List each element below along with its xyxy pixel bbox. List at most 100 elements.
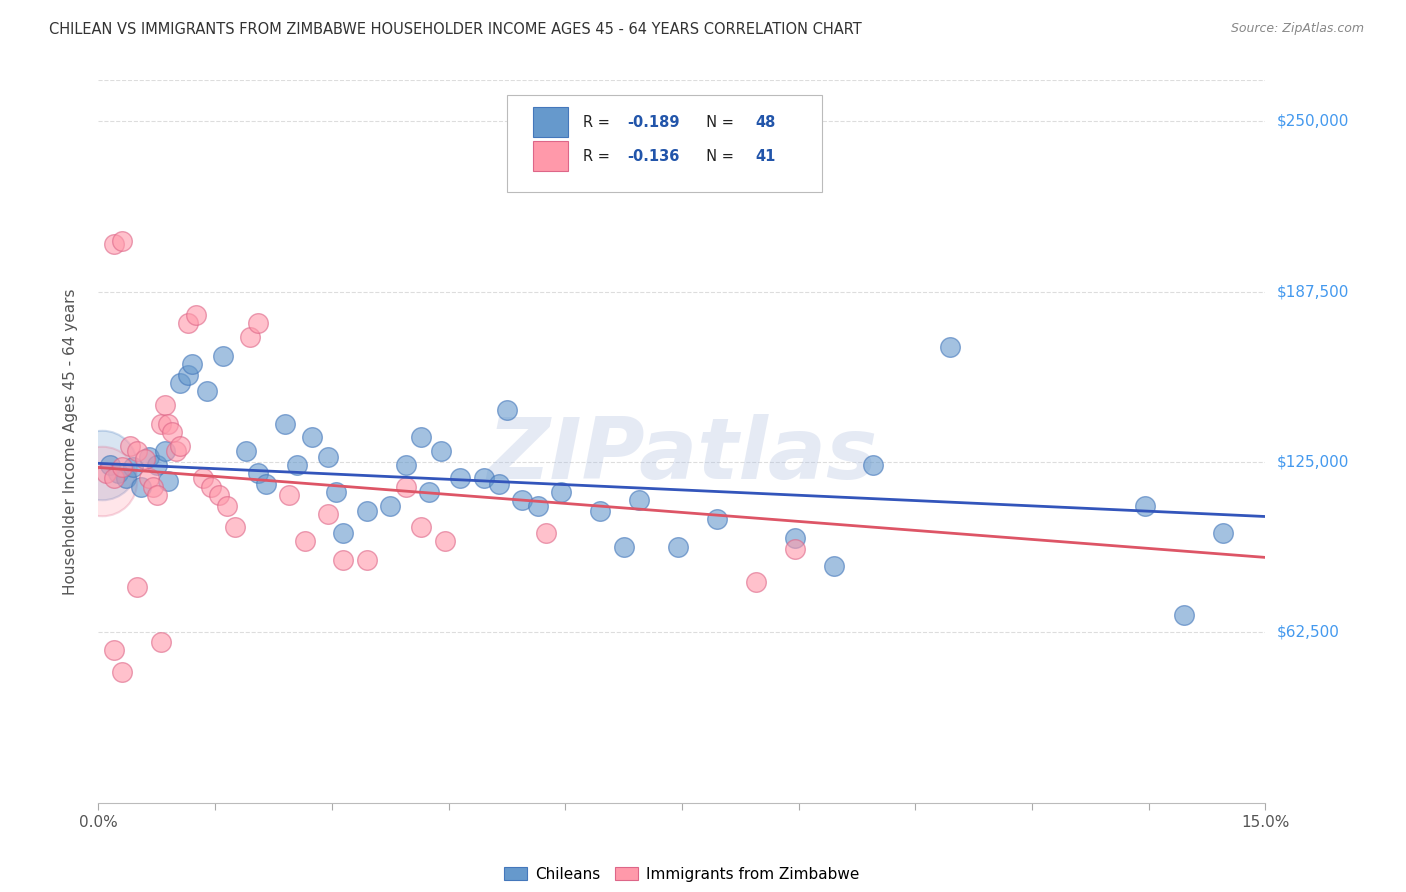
Text: 48: 48 [755,115,776,129]
Text: N =: N = [697,115,738,129]
Point [180,357,202,371]
Text: $62,500: $62,500 [1277,625,1340,640]
Point [91,458,114,472]
Point [122,460,145,475]
Point [666,540,689,554]
Point [429,444,451,458]
Point [783,542,806,557]
Legend: Chileans, Immigrants from Zimbabwe: Chileans, Immigrants from Zimbabwe [505,867,859,882]
Point [200,479,222,493]
Point [496,403,519,417]
Point [1212,525,1234,540]
Text: $125,000: $125,000 [1277,455,1348,469]
Point [325,485,347,500]
Point [224,520,246,534]
Point [472,471,495,485]
Point [550,485,572,500]
Point [193,471,215,485]
Point [153,398,176,412]
Point [285,458,308,472]
Point [96,466,118,480]
Point [254,476,277,491]
Point [418,485,440,500]
Point [157,417,180,431]
Point [823,558,845,573]
Point [612,540,634,554]
Point [169,376,191,390]
Point [127,581,149,595]
Point [332,525,354,540]
Point [433,534,456,549]
Point [118,439,141,453]
Point [527,499,550,513]
Point [628,493,651,508]
Text: $187,500: $187,500 [1277,284,1348,299]
Point [1133,499,1156,513]
Point [111,234,134,248]
Point [395,479,418,493]
Text: ZIPatlas: ZIPatlas [486,415,877,498]
Text: -0.189: -0.189 [627,115,679,129]
Point [783,532,806,546]
Point [380,499,402,513]
Text: N =: N = [697,149,738,163]
Point [146,488,169,502]
Point [177,368,200,382]
Point [395,458,418,472]
Point [138,450,160,464]
Point [294,534,316,549]
Point [142,479,165,493]
Point [103,236,125,251]
Point [149,635,172,649]
Point [512,493,534,508]
Point [212,349,235,363]
Point [98,458,121,472]
Point [215,499,238,513]
Point [103,643,125,657]
Text: -0.136: -0.136 [627,149,679,163]
Point [107,466,129,480]
Point [146,458,169,472]
Text: $250,000: $250,000 [1277,113,1348,128]
Point [488,476,510,491]
Point [862,458,884,472]
Point [111,460,134,475]
Point [246,466,269,480]
Point [138,471,160,485]
Point [149,417,172,431]
Point [745,574,768,589]
Point [162,425,184,439]
Text: Source: ZipAtlas.com: Source: ZipAtlas.com [1230,22,1364,36]
Point [103,471,125,485]
FancyBboxPatch shape [533,107,568,137]
Point [278,488,301,502]
FancyBboxPatch shape [533,141,568,171]
Point [534,525,557,540]
Point [91,474,114,488]
Point [274,417,297,431]
Point [184,308,207,322]
Point [127,444,149,458]
Point [356,553,378,567]
Point [411,430,433,444]
Point [153,444,176,458]
Text: R =: R = [582,149,614,163]
Point [316,450,339,464]
Point [1173,607,1195,622]
FancyBboxPatch shape [508,95,823,193]
Point [157,474,180,488]
Point [301,430,323,444]
Text: 41: 41 [755,149,776,163]
Point [134,452,156,467]
Point [239,329,262,343]
Point [114,471,136,485]
Point [356,504,378,518]
Point [165,444,187,458]
Text: CHILEAN VS IMMIGRANTS FROM ZIMBABWE HOUSEHOLDER INCOME AGES 45 - 64 YEARS CORREL: CHILEAN VS IMMIGRANTS FROM ZIMBABWE HOUS… [49,22,862,37]
Point [129,479,152,493]
Point [316,507,339,521]
Y-axis label: Householder Income Ages 45 - 64 years: Householder Income Ages 45 - 64 years [63,288,77,595]
Point [411,520,433,534]
Point [235,444,257,458]
Point [177,316,200,330]
